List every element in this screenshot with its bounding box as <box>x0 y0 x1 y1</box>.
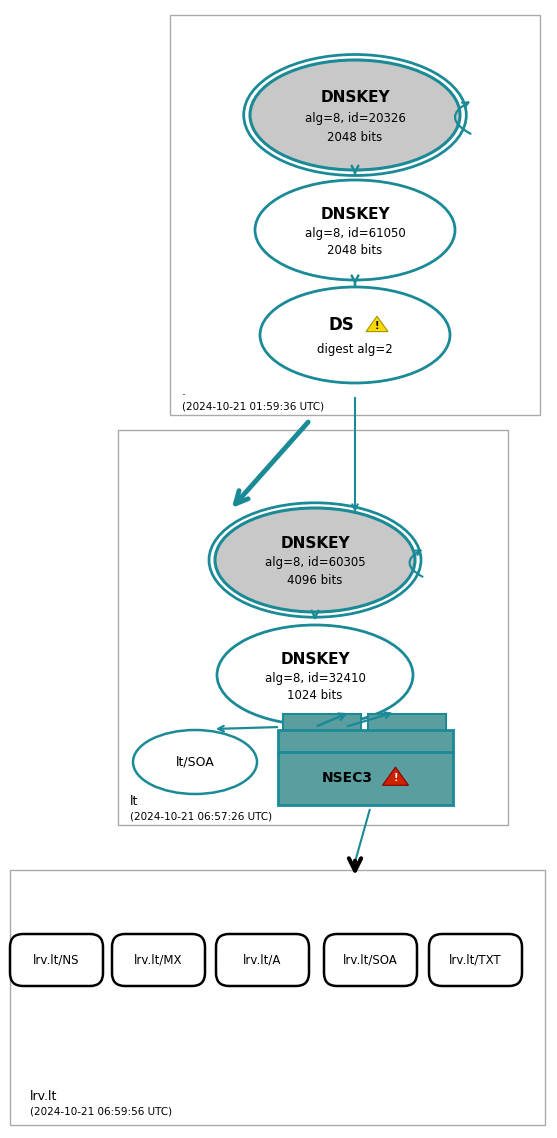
Bar <box>278 729 453 805</box>
FancyBboxPatch shape <box>324 934 417 986</box>
FancyBboxPatch shape <box>10 934 103 986</box>
Text: .: . <box>182 385 186 398</box>
Text: (2024-10-21 01:59:36 UTC): (2024-10-21 01:59:36 UTC) <box>182 401 324 411</box>
Text: !: ! <box>393 773 398 783</box>
Text: DNSKEY: DNSKEY <box>320 90 390 105</box>
Ellipse shape <box>250 60 460 170</box>
Text: 2048 bits: 2048 bits <box>328 131 383 143</box>
Ellipse shape <box>217 625 413 725</box>
Ellipse shape <box>133 729 257 794</box>
Bar <box>368 714 446 732</box>
Text: alg=8, id=32410: alg=8, id=32410 <box>265 671 365 684</box>
Text: lrv.lt/MX: lrv.lt/MX <box>134 954 182 966</box>
Bar <box>118 430 508 825</box>
Text: (2024-10-21 06:57:26 UTC): (2024-10-21 06:57:26 UTC) <box>130 811 272 820</box>
Text: NSEC3: NSEC3 <box>322 770 373 784</box>
Text: DNSKEY: DNSKEY <box>320 206 390 222</box>
Ellipse shape <box>255 180 455 280</box>
Text: lrv.lt/TXT: lrv.lt/TXT <box>449 954 501 966</box>
FancyBboxPatch shape <box>429 934 522 986</box>
Text: DNSKEY: DNSKEY <box>280 651 350 667</box>
Text: lrv.lt/SOA: lrv.lt/SOA <box>343 954 397 966</box>
Text: lrv.lt/NS: lrv.lt/NS <box>33 954 79 966</box>
Text: lt: lt <box>130 795 138 808</box>
Polygon shape <box>366 316 388 331</box>
Ellipse shape <box>260 287 450 384</box>
Text: digest alg=2: digest alg=2 <box>317 343 393 355</box>
Text: !: ! <box>375 321 379 330</box>
Text: lrv.lt: lrv.lt <box>30 1090 57 1103</box>
Text: (2024-10-21 06:59:56 UTC): (2024-10-21 06:59:56 UTC) <box>30 1107 172 1118</box>
Text: 4096 bits: 4096 bits <box>287 574 343 586</box>
Bar <box>10 869 545 1125</box>
Ellipse shape <box>215 508 415 612</box>
Text: DS: DS <box>328 316 354 333</box>
Polygon shape <box>383 767 408 785</box>
Text: DNSKEY: DNSKEY <box>280 536 350 551</box>
Text: alg=8, id=60305: alg=8, id=60305 <box>265 555 365 569</box>
Text: 1024 bits: 1024 bits <box>287 688 343 701</box>
Text: alg=8, id=61050: alg=8, id=61050 <box>305 226 405 239</box>
Text: 2048 bits: 2048 bits <box>328 244 383 256</box>
Bar <box>170 15 540 415</box>
Text: lrv.lt/A: lrv.lt/A <box>243 954 281 966</box>
Text: alg=8, id=20326: alg=8, id=20326 <box>305 112 405 124</box>
Text: lt/SOA: lt/SOA <box>175 756 214 768</box>
FancyBboxPatch shape <box>216 934 309 986</box>
FancyBboxPatch shape <box>112 934 205 986</box>
Bar <box>283 714 361 732</box>
